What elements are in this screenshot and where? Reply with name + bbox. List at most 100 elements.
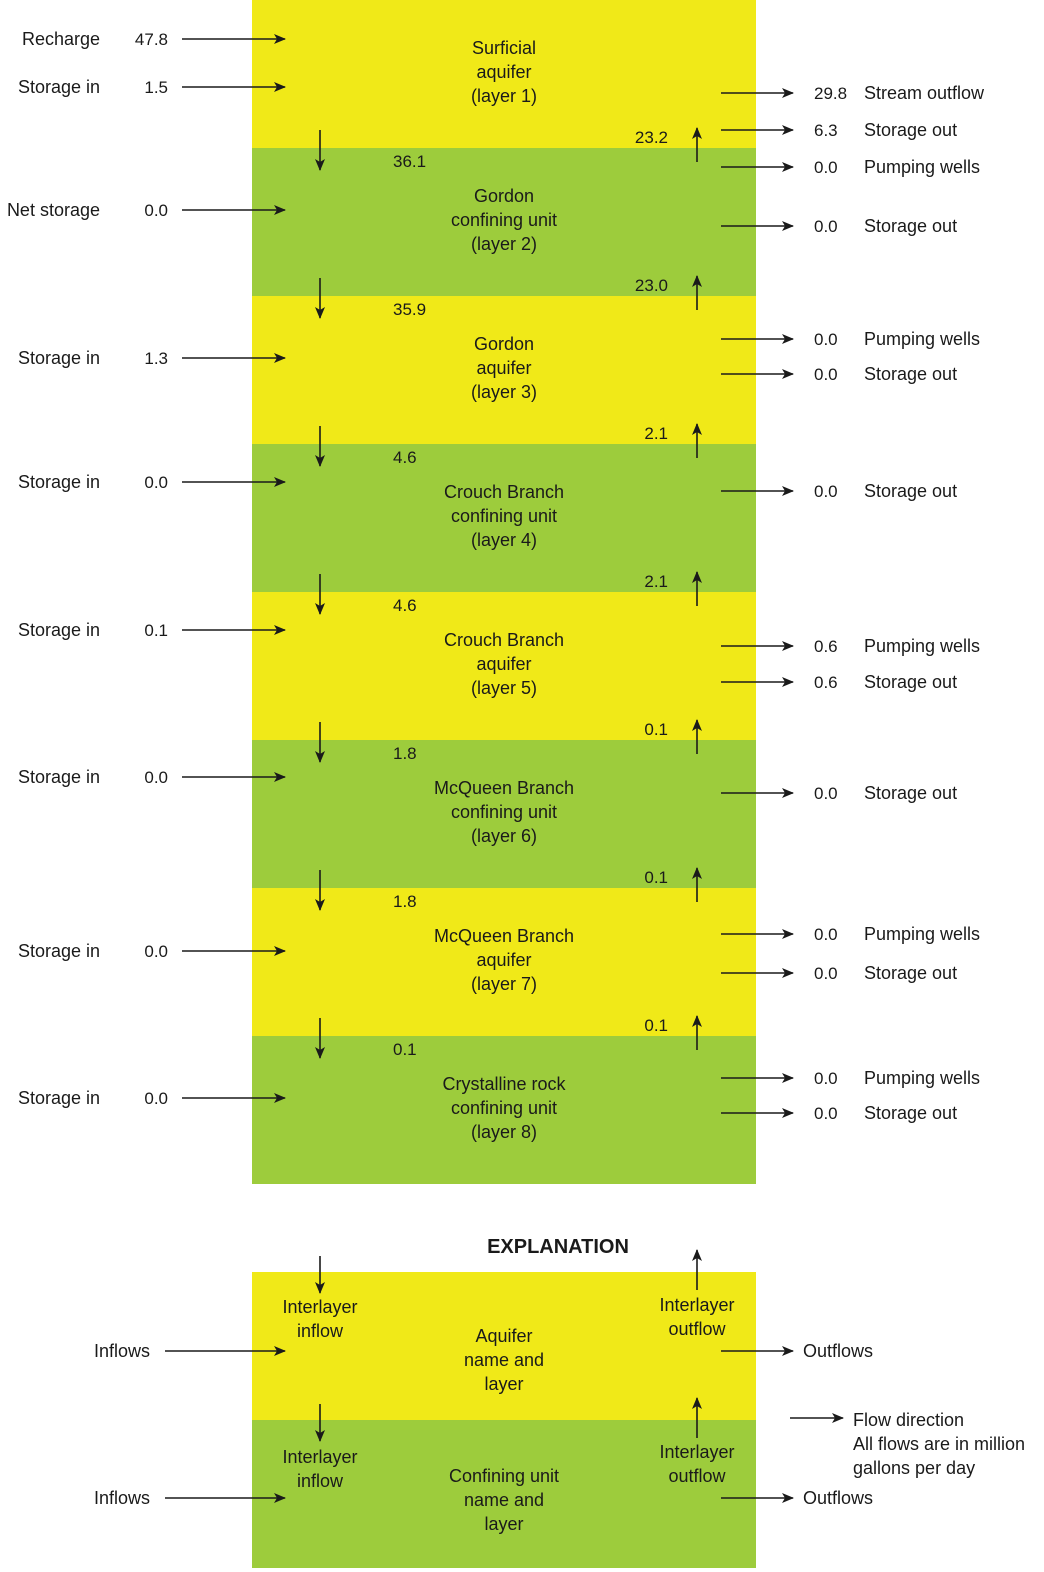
layer-band-5 [252,592,756,740]
inflow-label: Storage in [18,620,100,640]
interlayer-down-value: 4.6 [393,596,417,615]
outflow-label: Storage out [864,672,957,692]
flow-arrows [165,34,844,1503]
layer-name-line: Crouch Branch [444,482,564,502]
interlayer-up-value: 2.1 [644,572,668,591]
inflow-value: 0.0 [144,201,168,220]
outflow-value: 0.6 [814,637,838,656]
explanation-outflows-label: Outflows [803,1341,873,1361]
explanation-inflows-label: Inflows [94,1341,150,1361]
outflow-label: Storage out [864,481,957,501]
interlayer-down-value: 35.9 [393,300,426,319]
outflow-value: 0.0 [814,217,838,236]
interlayer-up-value: 0.1 [644,868,668,887]
layer-name-line: (layer 2) [471,234,537,254]
explanation-interlayer-inflow: Interlayer [282,1297,357,1317]
layer-name-line: (layer 5) [471,678,537,698]
layer-name-line: Crouch Branch [444,630,564,650]
outflow-value: 0.0 [814,1069,838,1088]
inflow-label: Storage in [18,77,100,97]
layer-name-line: (layer 7) [471,974,537,994]
outflow-value: 0.0 [814,925,838,944]
inflow-value: 0.0 [144,1089,168,1108]
inflow-label: Storage in [18,472,100,492]
inflow-label: Storage in [18,941,100,961]
outflow-value: 0.0 [814,158,838,177]
layer-name-line: confining unit [451,506,557,526]
layer-name-line: Crystalline rock [442,1074,566,1094]
explanation-confining-name: name and [464,1490,544,1510]
inflow-label: Net storage [7,200,100,220]
layer-name-line: (layer 1) [471,86,537,106]
layer-bands [252,0,756,1568]
layer-name-line: confining unit [451,802,557,822]
inflow-label: Storage in [18,1088,100,1108]
layer-name-line: Surficial [472,38,536,58]
outflow-value: 0.0 [814,365,838,384]
layer-band-8 [252,1036,756,1184]
outflow-label: Pumping wells [864,1068,980,1088]
interlayer-up-value: 23.2 [635,128,668,147]
explanation-interlayer-outflow: outflow [668,1319,726,1339]
interlayer-up-value: 0.1 [644,720,668,739]
labels: Surficial aquifer (layer 1) Recharge 47.8 Sto… [7,29,1025,1534]
explanation-aquifer-band [252,1272,756,1420]
layer-name-line: confining unit [451,210,557,230]
legend-units-note: All flows are in million [853,1434,1025,1454]
outflow-value: 29.8 [814,84,847,103]
inflow-value: 0.1 [144,621,168,640]
layer-band-4 [252,444,756,592]
outflow-label: Storage out [864,783,957,803]
layer-name-line: aquifer [476,950,531,970]
legend-flow-direction: Flow direction [853,1410,964,1430]
outflow-label: Stream outflow [864,83,985,103]
interlayer-up-value: 0.1 [644,1016,668,1035]
outflow-label: Storage out [864,963,957,983]
layer-band-2 [252,148,756,296]
outflow-value: 0.0 [814,784,838,803]
layer-name-line: Gordon [474,334,534,354]
explanation-outflows-label: Outflows [803,1488,873,1508]
layer-name-line: McQueen Branch [434,778,574,798]
layer-name-line: McQueen Branch [434,926,574,946]
inflow-value: 1.5 [144,78,168,97]
outflow-label: Storage out [864,1103,957,1123]
outflow-label: Storage out [864,216,957,236]
explanation-confining-name: Confining unit [449,1466,559,1486]
layer-band-6 [252,740,756,888]
layer-name-line: aquifer [476,654,531,674]
legend-units-note: gallons per day [853,1458,975,1478]
inflow-label: Storage in [18,348,100,368]
interlayer-down-value: 1.8 [393,892,417,911]
interlayer-down-value: 0.1 [393,1040,417,1059]
inflow-value: 47.8 [135,30,168,49]
interlayer-down-value: 1.8 [393,744,417,763]
explanation-interlayer-outflow: Interlayer [659,1295,734,1315]
outflow-label: Pumping wells [864,329,980,349]
layer-name-line: (layer 8) [471,1122,537,1142]
explanation-interlayer-outflow: Interlayer [659,1442,734,1462]
layer-band-7 [252,888,756,1036]
outflow-value: 0.0 [814,1104,838,1123]
outflow-value: 0.0 [814,964,838,983]
layer-name-line: confining unit [451,1098,557,1118]
inflow-value: 0.0 [144,942,168,961]
explanation-title: EXPLANATION [487,1236,629,1258]
explanation-aquifer-name: layer [484,1374,523,1394]
inflow-value: 1.3 [144,349,168,368]
explanation-confining-name: layer [484,1514,523,1534]
outflow-label: Pumping wells [864,157,980,177]
outflow-value: 0.0 [814,330,838,349]
explanation-interlayer-inflow: inflow [297,1321,344,1341]
layer-band-1 [252,0,756,148]
layer-name-line: aquifer [476,62,531,82]
inflow-value: 0.0 [144,768,168,787]
outflow-label: Pumping wells [864,924,980,944]
layer-name-line: Gordon [474,186,534,206]
interlayer-down-value: 4.6 [393,448,417,467]
explanation-interlayer-inflow: Interlayer [282,1447,357,1467]
layer-name-line: (layer 6) [471,826,537,846]
explanation-interlayer-outflow: outflow [668,1466,726,1486]
outflow-value: 6.3 [814,121,838,140]
